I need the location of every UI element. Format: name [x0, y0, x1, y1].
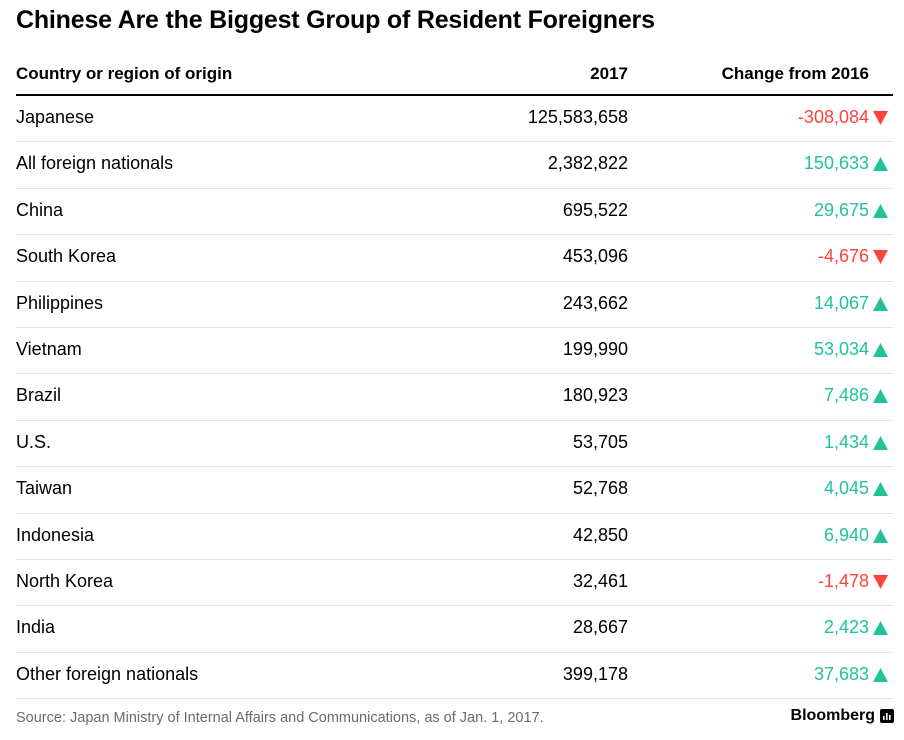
brand-logo: Bloomberg: [791, 707, 894, 725]
source-note: Source: Japan Ministry of Internal Affai…: [16, 710, 544, 726]
row-value-2017: 243,662: [562, 292, 628, 313]
data-table: Country or region of origin 2017 Change …: [16, 56, 893, 700]
row-country: Japanese: [16, 107, 95, 127]
row-country: North Korea: [16, 570, 114, 591]
row-country: Other foreign nationals: [16, 663, 199, 684]
triangle-up-icon: [873, 482, 888, 497]
row-value-2017: 52,768: [572, 478, 628, 499]
row-value-2017: 32,461: [572, 570, 628, 591]
table-row: U.S. 53,705 1,434: [16, 421, 893, 468]
table-header: Country or region of origin 2017 Change …: [16, 56, 893, 96]
row-value-2017: 453,096: [562, 246, 628, 267]
bloomberg-terminal-icon: [880, 709, 894, 723]
table-row: India 28,667 2,423: [16, 606, 893, 653]
row-change: 6,940: [823, 524, 869, 545]
row-change: 7,486: [823, 385, 869, 406]
row-value-2017: 180,923: [562, 385, 628, 406]
row-country: Brazil: [16, 385, 62, 406]
table-row: Brazil 180,923 7,486: [16, 374, 893, 421]
row-value-2017: 199,990: [562, 338, 628, 359]
triangle-up-icon: [873, 157, 888, 172]
row-change: 37,683: [813, 663, 869, 684]
triangle-down-icon: [873, 250, 888, 265]
header-2017: 2017: [590, 64, 628, 83]
triangle-up-icon: [873, 389, 888, 404]
row-change: 1,434: [823, 431, 869, 452]
brand-name: Bloomberg: [790, 707, 875, 724]
row-change: 14,067: [813, 292, 869, 313]
table-row: South Korea 453,096 -4,676: [16, 235, 893, 282]
row-country: All foreign nationals: [16, 153, 174, 174]
row-change: 150,633: [803, 153, 869, 174]
row-country: India: [16, 617, 56, 638]
table-row: Taiwan 52,768 4,045: [16, 467, 893, 514]
row-country: Taiwan: [16, 478, 73, 499]
row-change: 4,045: [823, 478, 869, 499]
row-country: South Korea: [16, 246, 117, 267]
triangle-up-icon: [873, 667, 888, 682]
row-country: U.S.: [16, 431, 52, 452]
row-country: China: [16, 199, 64, 220]
row-value-2017: 695,522: [562, 199, 628, 220]
row-change: -1,478: [817, 570, 869, 591]
table-row: North Korea 32,461 -1,478: [16, 560, 893, 607]
header-country: Country or region of origin: [16, 64, 233, 83]
row-country: Philippines: [16, 292, 104, 313]
row-value-2017: 399,178: [562, 663, 628, 684]
table-row: All foreign nationals 2,382,822 150,633: [16, 142, 893, 189]
triangle-down-icon: [873, 111, 888, 125]
row-value-2017: 125,583,658: [527, 107, 628, 127]
row-change: 29,675: [813, 199, 869, 220]
triangle-up-icon: [873, 435, 888, 450]
triangle-up-icon: [873, 528, 888, 543]
table-row: Vietnam 199,990 53,034: [16, 328, 893, 375]
row-change: 53,034: [813, 338, 869, 359]
row-value-2017: 42,850: [572, 524, 628, 545]
triangle-up-icon: [873, 203, 888, 218]
chart-title: Chinese Are the Biggest Group of Residen…: [16, 6, 655, 34]
table-row: Philippines 243,662 14,067: [16, 282, 893, 328]
header-change: Change from 2016: [721, 64, 869, 83]
row-value-2017: 53,705: [572, 431, 628, 452]
row-value-2017: 28,667: [572, 617, 628, 638]
row-country: Indonesia: [16, 524, 95, 545]
row-change: -308,084: [797, 107, 869, 127]
table-row: China 695,522 29,675: [16, 189, 893, 236]
row-change: 2,423: [823, 617, 869, 638]
triangle-up-icon: [873, 296, 888, 311]
table-row: Japanese 125,583,658 -308,084: [16, 96, 893, 143]
triangle-down-icon: [873, 574, 888, 589]
row-change: -4,676: [817, 246, 869, 267]
triangle-up-icon: [873, 621, 888, 636]
table-row: Other foreign nationals 399,178 37,683: [16, 653, 893, 700]
row-value-2017: 2,382,822: [547, 153, 628, 174]
triangle-up-icon: [873, 342, 888, 357]
table-row: Indonesia 42,850 6,940: [16, 514, 893, 560]
table-body: Japanese 125,583,658 -308,084 All foreign n…: [16, 96, 893, 700]
row-country: Vietnam: [16, 338, 82, 359]
